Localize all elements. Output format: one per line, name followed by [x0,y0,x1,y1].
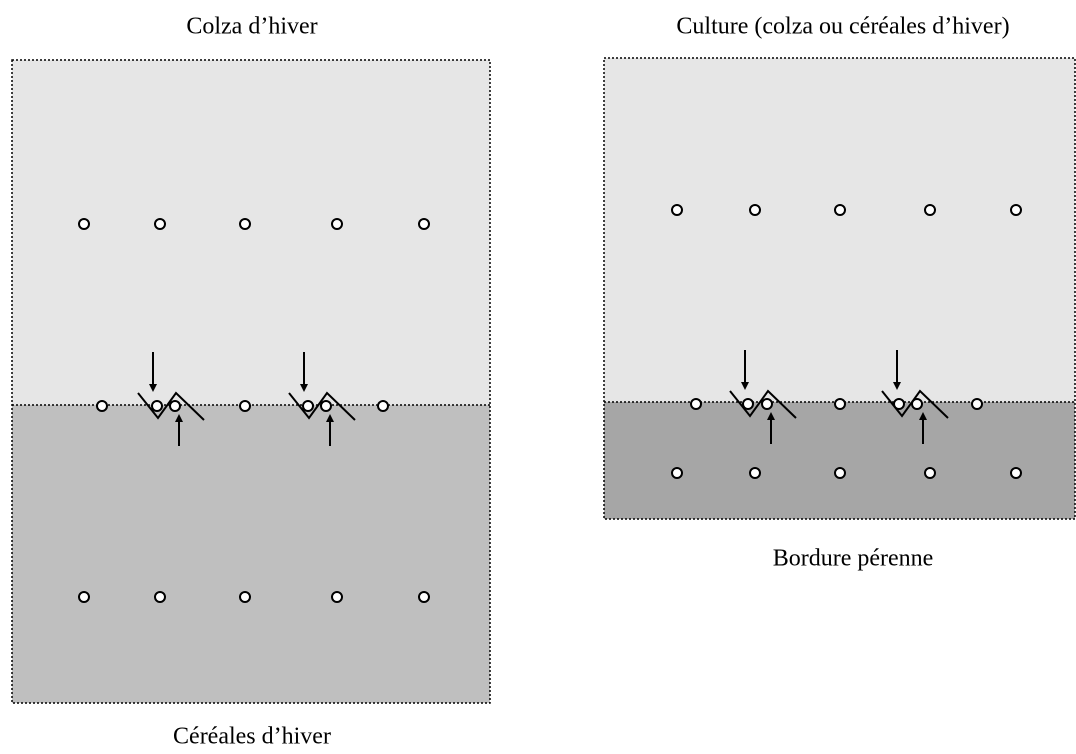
trap [288,391,356,421]
sample-point [893,398,905,410]
sample-point [154,591,166,603]
sample-point [761,398,773,410]
sample-point [418,218,430,230]
trap [881,389,949,419]
sample-point [331,591,343,603]
sample-point [418,591,430,603]
sample-point [377,400,389,412]
sample-point [96,400,108,412]
left-bottom-label: Céréales d’hiver [173,724,331,750]
sample-point [690,398,702,410]
sample-point [924,467,936,479]
sample-point [742,398,754,410]
sample-point [671,467,683,479]
sample-point [911,398,923,410]
sample-point [1010,204,1022,216]
sample-point [749,204,761,216]
sample-point [1010,467,1022,479]
sample-point [169,400,181,412]
panel-border [603,57,1076,520]
sample-point [239,400,251,412]
trap [729,389,797,419]
panel-border [11,59,491,704]
sample-point [151,400,163,412]
sample-point [924,204,936,216]
traps-and-points [78,204,1022,603]
sample-point [331,218,343,230]
sample-point [239,218,251,230]
sample-point [320,400,332,412]
sample-point [834,204,846,216]
sample-point [78,591,90,603]
sample-point [302,400,314,412]
right-title: Culture (colza ou céréales d’hiver) [676,14,1009,40]
sample-point [749,467,761,479]
sample-point [671,204,683,216]
top-zone [604,58,1075,402]
sample-point [834,398,846,410]
bottom-zone [12,405,490,703]
top-zone [12,60,490,405]
sample-point [834,467,846,479]
sample-point [239,591,251,603]
left-title: Colza d’hiver [186,14,317,40]
trap [137,391,205,421]
sample-point [971,398,983,410]
right-bottom-label: Bordure pérenne [773,546,934,572]
sample-point [78,218,90,230]
bottom-zone [604,402,1075,519]
sample-point [154,218,166,230]
